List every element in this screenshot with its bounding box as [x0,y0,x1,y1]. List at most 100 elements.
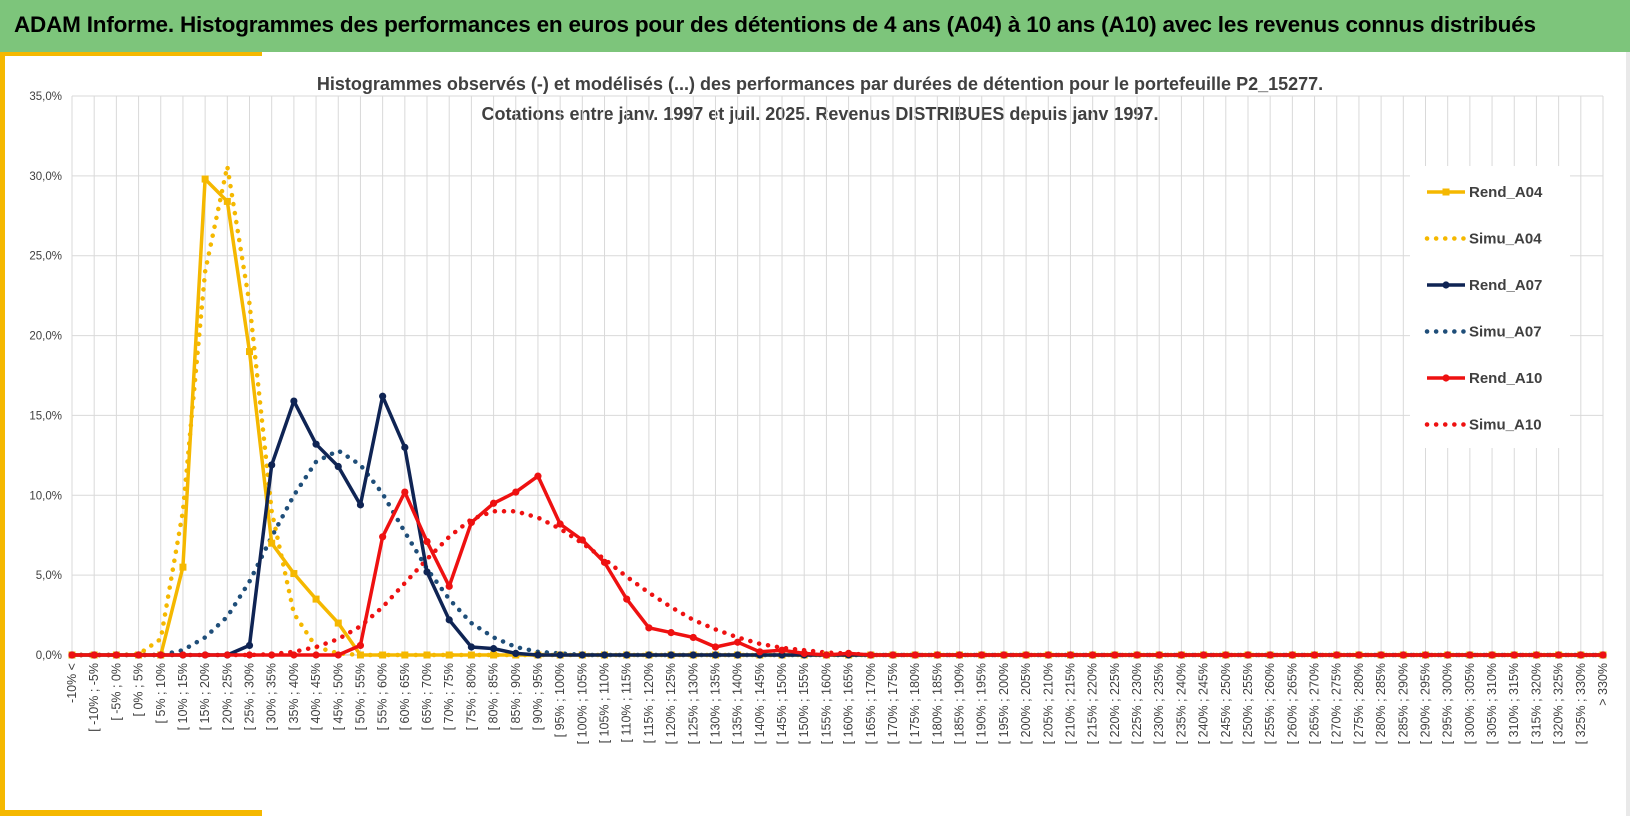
y-axis-ticks: 0,0% 5,0% 10,0% 15,0% 20,0% 25,0% 30,0% 35,0% [29,91,62,662]
data-point-Rend_A10 [1244,651,1252,659]
x-tick-label: [ 195% ; 200% [997,663,1011,744]
data-point-Rend_A07 [711,651,720,659]
data-point-Rend_A10 [1577,651,1585,659]
x-tick-label: [ 165% ; 170% [864,663,878,744]
data-point-Rend_A10 [1177,651,1186,659]
x-tick-label: [ 295% ; 300% [1441,663,1455,744]
legend-label: Rend_A04 [1469,184,1543,201]
data-point-Rend_A07 [312,440,320,448]
data-point-Rend_A07 [512,649,520,658]
data-point-Rend_A07 [423,568,431,576]
x-tick-label: [ 170% ; 175% [886,663,900,744]
data-point-Rend_A10 [1222,651,1230,659]
data-point-Rend_A07 [734,651,742,659]
series-line-Rend_A10 [72,474,1603,657]
y-tick-label: 5,0% [36,570,62,582]
data-point-Rend_A10 [1599,651,1607,659]
x-tick-label: [ 325% ; 330% [1574,663,1588,744]
x-tick-label: [ 315% ; 320% [1529,663,1543,744]
x-tick-label: [ 60% ; 65% [398,663,412,730]
data-point-Rend_A10 [290,651,298,659]
data-point-Rend_A10 [1444,651,1452,659]
series-Simu_A04 [69,164,1606,658]
x-tick-label: [ 265% ; 270% [1308,663,1322,744]
data-point-Rend_A10 [1421,651,1430,659]
data-point-Rend_A04 [246,348,254,356]
x-tick-label: [ 275% ; 280% [1352,663,1366,744]
series-Rend_A07 [68,392,1607,659]
x-axis-ticks: -10% < [ -10% ; -5% [ -5% ; 0% [ 0% ; 5% [ 5… [65,663,1610,744]
y-tick-label: 15,0% [29,410,62,422]
chart-title-group: Histogrammes observés (-) et modélisés (… [317,74,1323,124]
data-point-Rend_A07 [556,651,564,659]
data-point-Rend_A07 [600,651,609,659]
data-point-Rend_A04 [334,619,342,627]
data-point-Rend_A10 [623,595,631,603]
x-tick-label: [ 120% ; 125% [664,663,678,744]
data-point-Rend_A10 [556,520,564,528]
x-tick-label: [ 20% ; 25% [220,663,234,730]
accent-bar-top [0,52,262,56]
legend-marker [1442,188,1450,196]
x-tick-label: [ 25% ; 30% [243,663,257,730]
data-point-Rend_A10 [512,488,520,496]
data-point-Rend_A10 [179,651,187,659]
x-tick-label: [ 95% ; 100% [553,663,567,737]
data-point-Rend_A10 [1200,651,1208,659]
x-tick-label: [ 175% ; 180% [908,663,922,744]
data-point-Rend_A10 [867,651,875,659]
data-point-Rend_A10 [312,651,320,659]
data-point-Rend_A10 [467,518,475,527]
x-tick-label: [ 255% ; 260% [1263,663,1277,744]
y-tick-label: 0,0% [36,650,62,662]
data-point-Rend_A10 [423,538,431,546]
data-point-Rend_A10 [844,649,853,658]
x-tick-label: [ 290% ; 295% [1418,663,1432,744]
x-tick-label: [ 110% ; 115% [620,663,634,742]
data-point-Rend_A10 [578,536,586,544]
x-tick-label: [ 105% ; 110% [598,663,612,743]
x-tick-label: [ 40% ; 45% [309,663,323,730]
data-point-Rend_A10 [1022,651,1030,659]
data-point-Rend_A07 [445,616,453,624]
x-tick-label: > 330% [1596,663,1610,706]
data-point-Rend_A10 [711,643,720,651]
header-banner: ADAM Informe. Histogrammes des performan… [0,0,1630,52]
x-tick-label: [ 320% ; 325% [1552,663,1566,744]
data-point-Rend_A04 [490,651,498,659]
x-tick-label: [ 145% ; 150% [775,663,789,744]
x-tick-label: [ 85% ; 90% [509,663,523,730]
chart-title-line-2: Cotations entre janv. 1997 et juil. 2025… [482,104,1159,124]
data-point-Rend_A10 [1310,651,1319,659]
data-point-Rend_A07 [467,643,475,651]
data-point-Rend_A04 [312,595,320,603]
data-point-Rend_A10 [1089,651,1097,659]
x-tick-label: [ 90% ; 95% [531,663,545,730]
x-tick-label: [ -10% ; -5% [87,663,101,732]
x-tick-label: [ 10% ; 15% [176,663,190,730]
data-point-Rend_A10 [933,651,941,659]
x-tick-label: [ 270% ; 275% [1330,663,1344,744]
x-tick-label: [ 160% ; 165% [842,663,856,744]
x-tick-label: [ 250% ; 255% [1241,663,1255,744]
legend-item-Simu_A07: Simu_A07 [1424,324,1542,341]
data-point-Rend_A07 [356,501,365,509]
x-tick-label: [ 285% ; 290% [1396,663,1410,744]
x-tick-label: [ 190% ; 195% [975,663,989,744]
x-tick-label: [ 125% ; 130% [686,663,700,744]
data-point-Rend_A10 [1133,651,1141,659]
x-tick-label: [ 240% ; 245% [1197,663,1211,744]
legend-item-Rend_A07: Rend_A07 [1427,277,1542,294]
data-point-Rend_A10 [1355,651,1363,659]
data-point-Rend_A04 [223,197,231,205]
data-point-Rend_A10 [1044,651,1052,659]
y-tick-label: 25,0% [29,251,62,263]
chart-title-line-1: Histogrammes observés (-) et modélisés (… [317,74,1323,94]
data-point-Rend_A10 [1555,651,1563,659]
data-point-Rend_A10 [800,649,808,658]
x-tick-label: [ 30% ; 35% [265,663,279,730]
data-point-Rend_A10 [1466,651,1474,659]
x-tick-label: [ 80% ; 85% [487,663,501,730]
x-tick-label: [ 225% ; 230% [1130,663,1144,744]
x-tick-label: [ 150% ; 155% [797,663,811,744]
